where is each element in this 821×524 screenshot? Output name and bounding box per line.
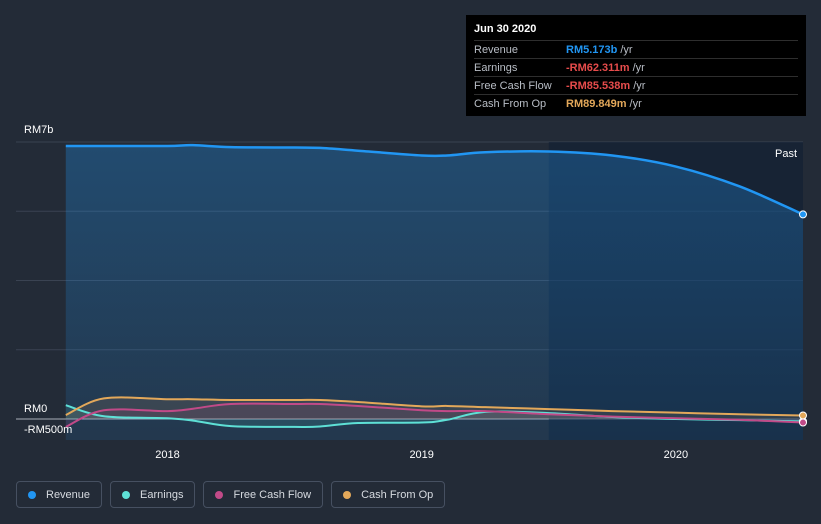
legend-label: Revenue — [46, 488, 91, 501]
legend-dot-icon — [28, 490, 36, 499]
tooltip-value: -RM85.538m — [566, 79, 631, 92]
y-tick-label-top: RM7b — [24, 124, 53, 136]
tooltip-value: RM5.173b — [566, 43, 618, 56]
revenue-area — [65, 145, 803, 440]
legend-item-revenue[interactable]: Revenue — [16, 481, 103, 508]
chart-legend: Revenue Earnings Free Cash Flow Cash Fro… — [16, 481, 446, 508]
revenue-line — [65, 143, 804, 216]
y-tick-label-bottom: -RM500m — [24, 424, 72, 436]
tooltip-unit: /yr — [620, 43, 633, 56]
legend-dot-icon — [343, 490, 352, 499]
legend-dot-icon — [215, 490, 224, 499]
legend-item-free-cash-flow[interactable]: Free Cash Flow — [203, 481, 324, 508]
legend-label: Free Cash Flow — [233, 488, 312, 501]
legend-label: Cash From Op — [361, 488, 434, 501]
tooltip-unit: /yr — [629, 97, 642, 110]
cash-from-op-line — [65, 396, 804, 417]
past-label: Past — [775, 148, 797, 160]
free-cash-flow-line — [65, 402, 804, 428]
x-tick-label-2019: 2019 — [409, 449, 433, 461]
x-tick-label-2020: 2020 — [664, 449, 688, 461]
legend-dot-icon — [122, 490, 131, 499]
tooltip-row-free-cash-flow: Free Cash Flow -RM85.538m /yr — [474, 76, 798, 94]
earnings-area — [65, 405, 803, 427]
free-cash-flow-area — [65, 403, 803, 427]
tooltip-label: Free Cash Flow — [474, 79, 552, 92]
tooltip-unit: /yr — [632, 61, 645, 74]
tooltip-label: Earnings — [474, 61, 518, 74]
y-tick-label-zero: RM0 — [24, 403, 47, 415]
tooltip-row-revenue: Revenue RM5.173b /yr — [474, 40, 798, 58]
tooltip-label: Revenue — [474, 43, 519, 56]
x-tick-label-2018: 2018 — [155, 449, 179, 461]
tooltip-label: Cash From Op — [474, 97, 547, 110]
data-tooltip: Jun 30 2020 Revenue RM5.173b /yr Earning… — [466, 15, 806, 116]
tooltip-value: -RM62.311m — [566, 61, 630, 74]
tooltip-row-cash-from-op: Cash From Op RM89.849m /yr — [474, 94, 798, 112]
tooltip-value: RM89.849m — [566, 97, 627, 110]
cash-from-op-endpoint — [799, 411, 807, 420]
tooltip-row-earnings: Earnings -RM62.311m /yr — [474, 58, 798, 76]
tooltip-date: Jun 30 2020 — [474, 23, 537, 35]
revenue-endpoint — [799, 210, 807, 219]
legend-item-cash-from-op[interactable]: Cash From Op — [331, 481, 446, 508]
free-cash-flow-endpoint — [799, 418, 807, 427]
legend-item-earnings[interactable]: Earnings — [110, 481, 196, 508]
legend-label: Earnings — [140, 488, 184, 501]
tooltip-unit: /yr — [633, 79, 646, 92]
